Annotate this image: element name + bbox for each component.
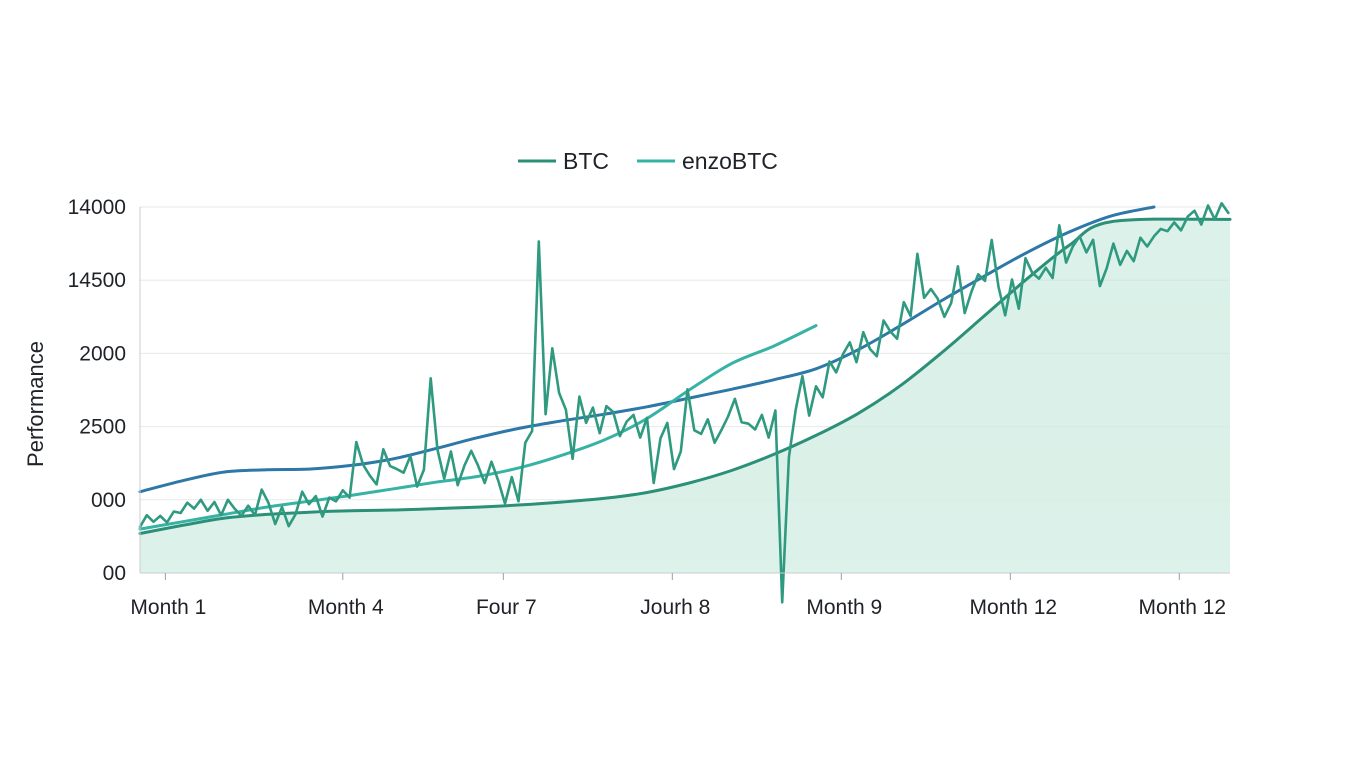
- data-series: [138, 202, 1232, 604]
- y-tick-label: 14500: [68, 269, 126, 292]
- chart-legend: BTC enzoBTC: [518, 148, 778, 174]
- series-line-volatile: [138, 202, 1230, 604]
- area-fills: [140, 219, 1230, 573]
- x-tick-label: Jourh 8: [640, 596, 710, 619]
- x-tick-label: Month 12: [970, 596, 1058, 619]
- series-line-btc: [138, 217, 1232, 535]
- y-tick-label: 2000: [79, 342, 126, 365]
- y-axis-title: Performance: [23, 341, 48, 467]
- x-axis-ticks: Month 1 Month 4 Four 7 Jourh 8 Month 9 Month …: [130, 573, 1226, 619]
- axes: [139, 207, 1230, 574]
- y-tick-label: 14000: [68, 196, 126, 219]
- x-tick-label: Month 9: [806, 596, 882, 619]
- series-line-enzobtc: [138, 324, 818, 531]
- y-tick-label: 000: [91, 489, 126, 512]
- x-tick-label: Month 1: [130, 596, 206, 619]
- btc-area-fill: [140, 219, 1230, 573]
- x-tick-label: Four 7: [476, 596, 537, 619]
- x-tick-label: Month 4: [308, 596, 384, 619]
- legend-label-btc: BTC: [563, 148, 609, 174]
- legend-label-enzobtc: enzoBTC: [682, 148, 778, 174]
- y-tick-label: 00: [103, 562, 126, 585]
- x-tick-label: Month 12: [1139, 596, 1227, 619]
- y-tick-label: 2500: [79, 416, 126, 439]
